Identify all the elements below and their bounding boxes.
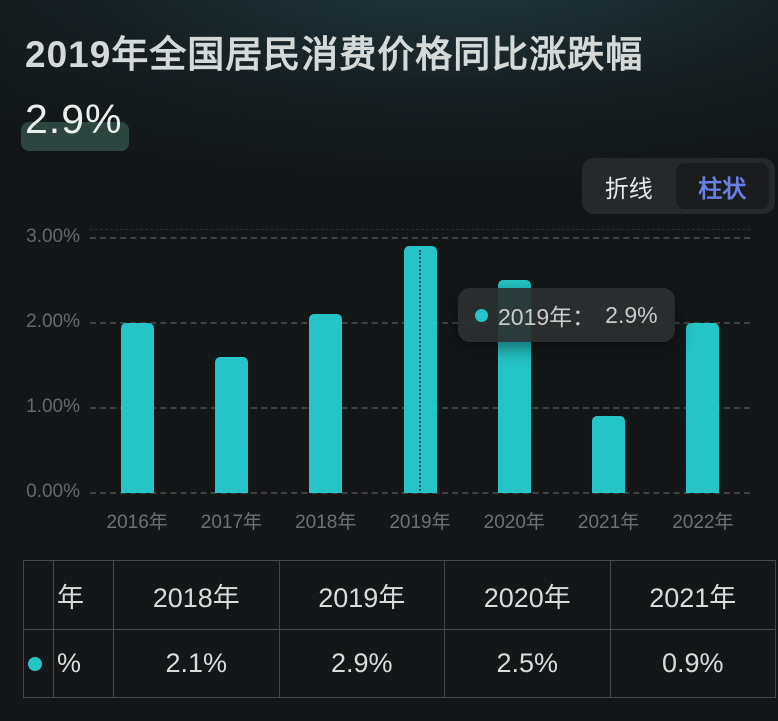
table-header-partial: 年 <box>54 561 114 630</box>
y-axis-tick-label: 1.00% <box>26 396 80 417</box>
chart-tooltip: 2019年： 2.9% <box>458 288 675 342</box>
series-dot-icon <box>475 308 488 322</box>
y-axis-tick-label: 0.00% <box>26 481 80 502</box>
tooltip-label: 2019年： <box>498 304 596 330</box>
x-axis-label: 2019年 <box>389 512 451 533</box>
x-axis-label: 2022年 <box>672 512 734 533</box>
x-axis-label: 2020年 <box>483 512 545 533</box>
table-header-partial <box>24 561 54 630</box>
toggle-bar-chart[interactable]: 柱状 <box>675 163 769 209</box>
bar-2018年[interactable] <box>309 314 343 493</box>
table-cell-value: % <box>54 630 114 698</box>
y-axis-tick-label: 2.00% <box>26 311 80 332</box>
toggle-line-chart[interactable]: 折线 <box>582 163 676 209</box>
data-table: 年 2018年 2019年 2020年 2021年% 2.1% 2.9% 2.5% 0.9% <box>23 560 776 698</box>
tooltip-value: 2.9% <box>605 301 658 328</box>
table-header-year: 2018年 <box>114 561 280 630</box>
x-axis-label: 2016年 <box>106 512 168 533</box>
table-cell-value: 2.9% <box>279 630 445 698</box>
gridline <box>90 237 750 239</box>
series-dot-icon <box>28 656 42 671</box>
bar-emphasis-dotted-line <box>419 250 421 491</box>
headline-value-wrap: 2.9% <box>20 96 130 151</box>
x-axis-label: 2021年 <box>577 512 640 533</box>
table-cell-value: 0.9% <box>610 630 776 698</box>
table-cell-value: 2.5% <box>445 630 611 698</box>
y-axis-tick-label: 3.00% <box>26 226 80 247</box>
x-axis-label: 2018年 <box>295 512 357 533</box>
table-header-year: 2020年 <box>445 561 611 630</box>
bar-2021年[interactable] <box>592 416 626 493</box>
table-cell-value: 2.1% <box>114 630 280 698</box>
page-title: 2019年全国居民消费价格同比涨跌幅 <box>25 34 644 75</box>
x-axis-label: 2017年 <box>200 512 263 533</box>
grid-top-boundary <box>90 229 750 230</box>
gridline <box>90 492 750 494</box>
table-header-year: 2021年 <box>610 561 776 630</box>
table-header-year: 2019年 <box>279 561 445 630</box>
chart-type-toggle: 折线 柱状 <box>582 158 775 214</box>
bar-2022年[interactable] <box>686 323 720 493</box>
bar-2017年[interactable] <box>214 357 248 493</box>
headline-value: 2.9% <box>20 96 130 151</box>
bar-2016年[interactable] <box>120 323 154 493</box>
table-cell-series-marker <box>24 630 54 698</box>
